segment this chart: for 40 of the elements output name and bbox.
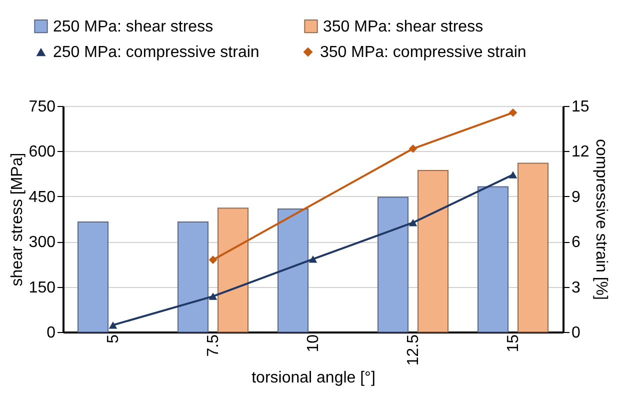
point xyxy=(308,255,318,263)
y-tick-label: 600 xyxy=(28,144,56,161)
legend-label: 350 MPa: compressive strain xyxy=(320,44,526,61)
y2-tick-label: 3 xyxy=(572,279,580,296)
y2-tick-label: 12 xyxy=(572,144,590,161)
point xyxy=(408,144,418,153)
y2-tick-label: 15 xyxy=(572,98,590,116)
bar xyxy=(278,208,308,332)
point xyxy=(508,171,518,178)
bar xyxy=(78,222,108,332)
legend-label: 350 MPa: shear stress xyxy=(323,18,484,36)
point xyxy=(208,292,218,300)
point xyxy=(508,108,518,117)
y2-tick-label: 0 xyxy=(572,324,580,342)
y2-axis-title: compressive strain [%] xyxy=(592,139,610,300)
x-tick-label: 7.5 xyxy=(205,334,222,357)
x-tick-label: 10 xyxy=(305,334,322,352)
legend-label: 250 MPa: compressive strain xyxy=(53,44,260,61)
y-tick-label: 0 xyxy=(46,324,56,342)
y-tick-label: 150 xyxy=(28,279,56,296)
x-tick-label: 15 xyxy=(505,334,522,352)
x-tick-label: 12.5 xyxy=(405,334,422,366)
y-tick-label: 300 xyxy=(28,234,56,252)
x-tick-label: 5 xyxy=(105,334,122,344)
y-tick-label: 450 xyxy=(28,188,56,206)
bar xyxy=(518,162,548,332)
y-axis-title: shear stress [MPa] xyxy=(8,152,26,286)
point xyxy=(208,256,218,264)
bar xyxy=(178,222,208,332)
x-axis-title: torsional angle [°] xyxy=(252,370,376,387)
bar xyxy=(218,208,248,332)
point xyxy=(108,321,118,329)
y-tick-label: 750 xyxy=(28,98,56,116)
bar xyxy=(478,186,508,332)
point xyxy=(408,218,418,226)
bar xyxy=(378,196,408,332)
y2-tick-label: 9 xyxy=(572,188,580,206)
legend-label: 250 MPa: shear stress xyxy=(53,18,214,36)
y2-tick-label: 6 xyxy=(572,234,580,252)
bar xyxy=(418,170,448,332)
